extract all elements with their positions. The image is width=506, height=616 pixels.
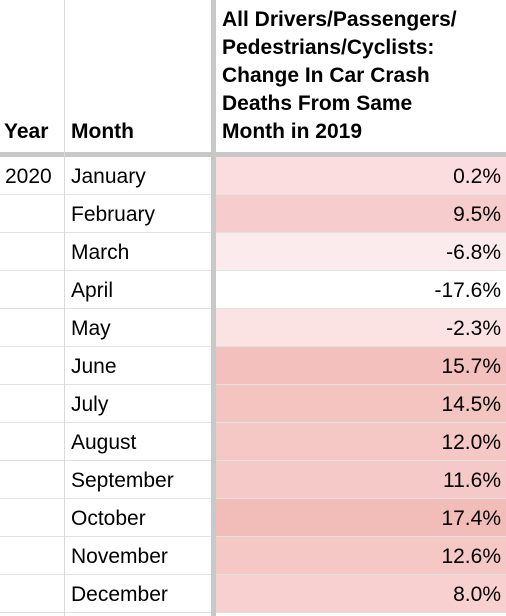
cell-year[interactable] [5, 233, 63, 270]
cell-change[interactable]: -6.8% [216, 233, 506, 270]
cell-year[interactable] [5, 271, 63, 308]
cell-year[interactable] [5, 347, 63, 384]
cell-change[interactable]: 8.0% [216, 575, 506, 612]
table-body: 2020 January 0.2% February 9.5% March -6.8% Apr… [0, 157, 506, 613]
cell-change[interactable]: 12.0% [216, 423, 506, 460]
cell-year[interactable] [5, 461, 63, 498]
cell-year[interactable] [5, 385, 63, 422]
table-row: September 11.6% [0, 461, 506, 499]
cell-change[interactable]: 17.4% [216, 499, 506, 536]
cell-month[interactable]: December [71, 583, 168, 606]
cell-year[interactable] [5, 499, 63, 536]
column-header-change-line: Month in 2019 [222, 120, 363, 143]
cell-month[interactable]: June [71, 355, 117, 378]
cell-year[interactable] [5, 309, 63, 346]
cell-year[interactable]: 2020 [5, 165, 52, 188]
cell-change[interactable]: 14.5% [216, 385, 506, 422]
cell-change[interactable]: 15.7% [216, 347, 506, 384]
cell-change[interactable]: 11.6% [216, 461, 506, 498]
cell-year[interactable] [5, 195, 63, 232]
cell-month[interactable]: September [71, 469, 174, 492]
table-row: March -6.8% [0, 233, 506, 271]
cell-month[interactable]: May [71, 317, 111, 340]
frozen-column-divider[interactable] [211, 0, 216, 616]
cell-month[interactable]: April [71, 279, 114, 302]
cell-change[interactable]: 12.6% [216, 537, 506, 574]
table-row: June 15.7% [0, 347, 506, 385]
cell-change[interactable]: -2.3% [216, 309, 506, 346]
column-header-month[interactable]: Month [71, 120, 134, 143]
column-header-change-line: Deaths From Same [222, 92, 413, 115]
cell-year[interactable] [5, 423, 63, 460]
column-divider [64, 0, 65, 616]
table-row: October 17.4% [0, 499, 506, 537]
column-header-change-line: Pedestrians/Cyclists: [222, 36, 435, 59]
table-row: February 9.5% [0, 195, 506, 233]
cell-change[interactable]: 9.5% [216, 195, 506, 232]
cell-month[interactable]: October [71, 507, 146, 530]
table-row: May -2.3% [0, 309, 506, 347]
cell-month[interactable]: November [71, 545, 168, 568]
table-row: April -17.6% [0, 271, 506, 309]
table-row: July 14.5% [0, 385, 506, 423]
frozen-row-divider[interactable] [0, 152, 506, 157]
cell-month[interactable]: July [71, 393, 109, 416]
header-row: Year Month All Drivers/Passengers/ Pedes… [0, 0, 506, 152]
column-header-year[interactable]: Year [4, 120, 49, 143]
cell-year[interactable] [5, 537, 63, 574]
cell-month[interactable]: March [71, 241, 130, 264]
cell-year[interactable] [5, 575, 63, 612]
cell-month[interactable]: January [71, 165, 146, 188]
table-row: August 12.0% [0, 423, 506, 461]
cell-change[interactable]: -17.6% [216, 271, 506, 308]
table-row: December 8.0% [0, 575, 506, 613]
cell-month[interactable]: August [71, 431, 137, 454]
column-header-change-line: All Drivers/Passengers/ [222, 8, 457, 31]
cell-change[interactable]: 0.2% [216, 157, 506, 194]
table-row: 2020 January 0.2% [0, 157, 506, 195]
cell-month[interactable]: February [71, 203, 156, 226]
table-row: November 12.6% [0, 537, 506, 575]
column-header-change[interactable]: All Drivers/Passengers/ Pedestrians/Cycl… [222, 6, 506, 146]
column-header-change-line: Change In Car Crash [222, 64, 430, 87]
